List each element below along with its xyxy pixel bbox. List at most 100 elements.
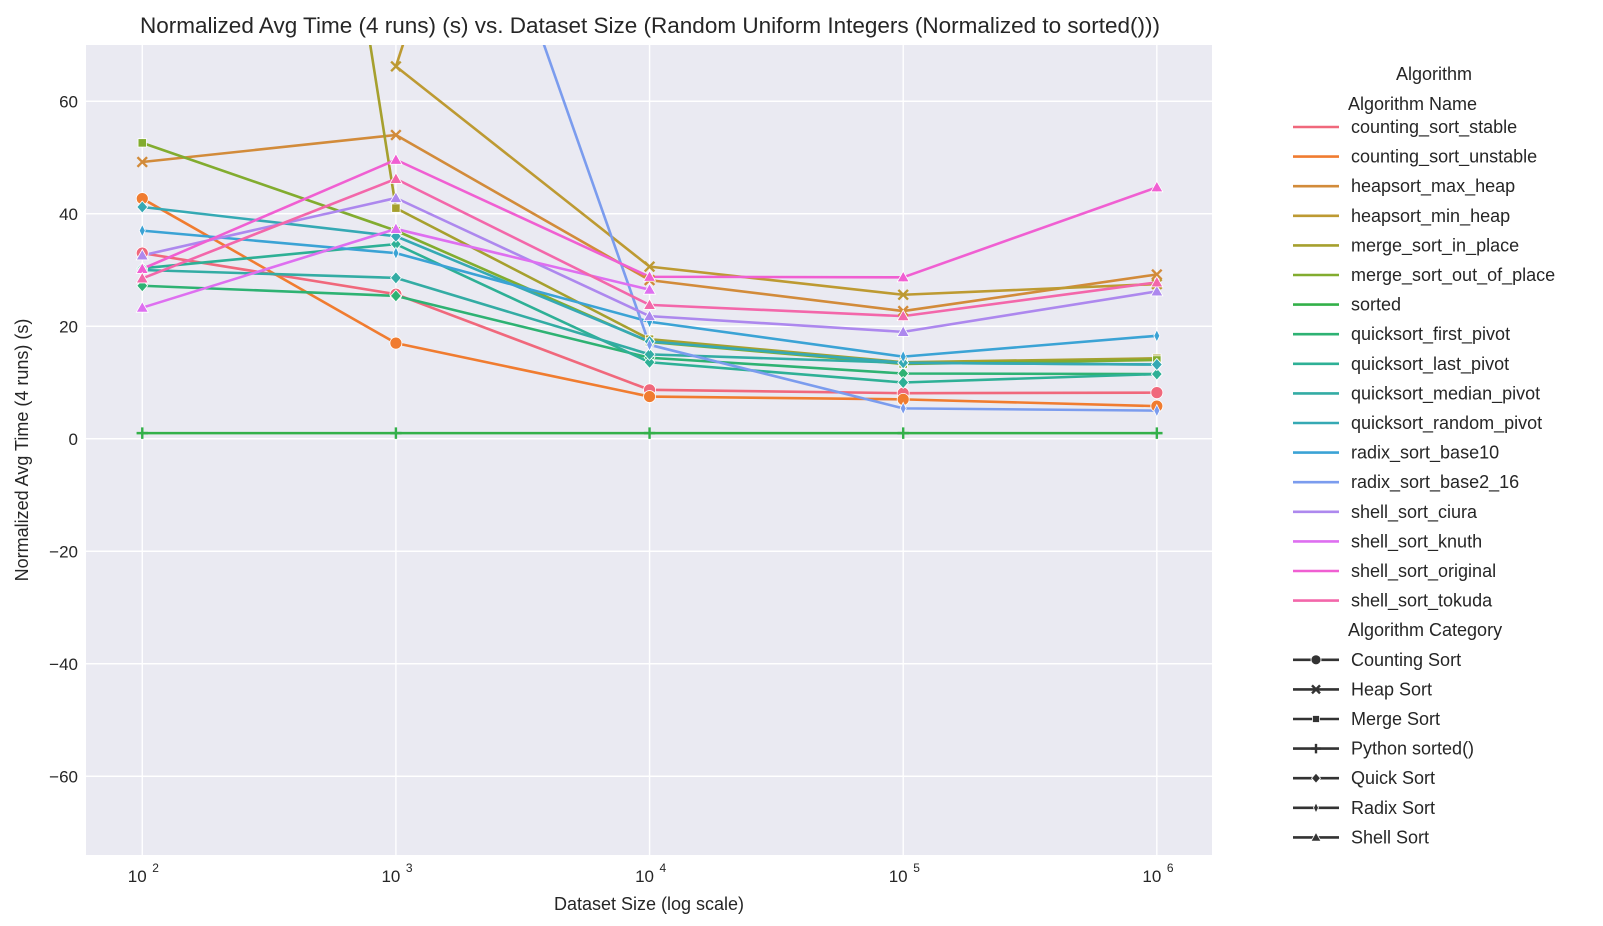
data-point-sorted	[1151, 427, 1163, 439]
data-point-radix-sort-base10	[1153, 328, 1161, 343]
legend: Algorithm Algorithm Name counting_sort_s…	[1293, 64, 1555, 847]
x-tick-label: 10	[1142, 867, 1161, 886]
data-point-shell-sort-ciura	[896, 325, 910, 337]
data-point-radix-sort-base10	[899, 349, 907, 364]
legend-style-title: Algorithm Category	[1348, 620, 1502, 640]
series-markers	[135, 60, 1164, 439]
legend-label-shell-sort-original: shell_sort_original	[1351, 561, 1496, 582]
legend-label-merge-sort-out-of-place: merge_sort_out_of_place	[1351, 265, 1555, 286]
x-tick-exponent: 5	[913, 861, 920, 875]
x-tick-exponent: 3	[406, 861, 413, 875]
data-point-heapsort-min-heap	[897, 289, 909, 301]
legend-label-quicksort-first-pivot: quicksort_first_pivot	[1351, 324, 1510, 345]
data-point-quicksort-median-pivot	[643, 347, 656, 361]
legend-label-heapsort-min-heap: heapsort_min_heap	[1351, 206, 1510, 227]
legend-style-marker-shell-sort	[1310, 831, 1322, 842]
legend-label-counting-sort-unstable: counting_sort_unstable	[1351, 147, 1537, 168]
data-point-shell-sort-tokuda	[896, 309, 910, 322]
data-point-sorted	[390, 427, 402, 439]
data-point-shell-sort-tokuda	[389, 172, 403, 184]
data-point-quicksort-last-pivot	[897, 375, 910, 390]
data-point-shell-sort-knuth	[135, 300, 149, 313]
data-point-shell-sort-ciura	[1150, 284, 1164, 297]
data-point-shell-sort-tokuda	[135, 271, 149, 284]
y-tick-label: 0	[69, 430, 78, 449]
data-point-merge-sort-out-of-place	[137, 138, 147, 148]
data-point-quicksort-random-pivot	[1150, 357, 1163, 372]
legend-label-heapsort-max-heap: heapsort_max_heap	[1351, 176, 1515, 197]
legend-style-label-merge-sort: Merge Sort	[1351, 709, 1440, 729]
data-point-radix-sort-base10	[138, 223, 146, 238]
data-point-radix-sort-base2-16	[646, 337, 654, 352]
data-point-shell-sort-ciura	[389, 191, 403, 203]
data-point-heapsort-max-heap	[136, 156, 148, 168]
legend-label-shell-sort-knuth: shell_sort_knuth	[1351, 531, 1482, 552]
data-point-radix-sort-base2-16	[1153, 403, 1161, 418]
data-point-radix-sort-base10	[392, 246, 400, 261]
data-point-shell-sort-original	[1150, 180, 1164, 193]
data-point-sorted	[136, 427, 148, 439]
x-tick-label: 10	[635, 867, 654, 886]
series-line-radix-sort-base2-16	[542, 45, 1157, 412]
data-point-heapsort-min-heap	[390, 60, 402, 73]
legend-style-marker-counting-sort	[1310, 654, 1322, 666]
data-point-merge-sort-in-place	[391, 203, 401, 213]
y-tick-label: −40	[49, 655, 78, 674]
x-tick-exponent: 2	[152, 861, 159, 875]
x-tick-label: 10	[128, 867, 147, 886]
y-tick-label: 20	[59, 317, 78, 336]
data-point-counting-sort-unstable	[389, 336, 403, 350]
legend-label-shell-sort-tokuda: shell_sort_tokuda	[1351, 591, 1493, 612]
data-point-quicksort-first-pivot	[389, 289, 402, 303]
legend-label-quicksort-random-pivot: quicksort_random_pivot	[1351, 413, 1542, 434]
data-point-shell-sort-ciura	[135, 248, 149, 261]
data-point-counting-sort-stable	[1150, 386, 1164, 400]
x-tick-exponent: 6	[1167, 861, 1174, 875]
data-point-heapsort-max-heap	[1151, 268, 1163, 281]
data-point-counting-sort-unstable	[643, 390, 656, 403]
legend-style-entries: Counting Sort Heap Sort Merge Sort Python s…	[1293, 650, 1474, 847]
legend-label-merge-sort-in-place: merge_sort_in_place	[1351, 235, 1519, 256]
legend-hue-entries: counting_sort_stable counting_sort_unstab…	[1293, 117, 1555, 612]
y-axis-ticks: 60 40 20 0 −20 −40 −60	[49, 92, 78, 786]
y-axis-label: Normalized Avg Time (4 runs) (s)	[12, 319, 32, 582]
legend-label-sorted: sorted	[1351, 295, 1401, 315]
data-point-radix-sort-base2-16	[899, 401, 907, 416]
x-tick-label: 10	[381, 867, 400, 886]
y-tick-label: −60	[49, 767, 78, 786]
data-point-shell-sort-ciura	[642, 309, 657, 322]
legend-hue-title: Algorithm Name	[1348, 94, 1477, 114]
data-point-quicksort-last-pivot	[1150, 367, 1163, 381]
data-point-quicksort-last-pivot	[643, 355, 656, 369]
data-point-shell-sort-original	[389, 152, 403, 165]
legend-style-marker-python-sorted	[1311, 743, 1321, 754]
legend-style-label-counting-sort: Counting Sort	[1351, 650, 1461, 670]
legend-style-label-heap-sort: Heap Sort	[1351, 679, 1432, 699]
x-tick-label: 10	[889, 867, 908, 886]
chart-title: Normalized Avg Time (4 runs) (s) vs. Dat…	[140, 13, 1160, 38]
x-axis-ticks: 10 2 10 3 10 4 10 5 10 6	[128, 861, 1174, 886]
legend-style-marker-radix-sort	[1313, 801, 1319, 814]
y-tick-label: 40	[59, 205, 78, 224]
legend-style-marker-merge-sort	[1312, 715, 1320, 723]
data-point-shell-sort-tokuda	[642, 298, 657, 310]
x-axis-label: Dataset Size (log scale)	[554, 894, 744, 914]
legend-label-quicksort-median-pivot: quicksort_median_pivot	[1351, 383, 1540, 404]
legend-title: Algorithm	[1396, 64, 1472, 84]
data-point-heapsort-min-heap	[643, 260, 656, 273]
legend-style-marker-heap-sort	[1311, 684, 1321, 695]
data-point-quicksort-random-pivot	[136, 200, 149, 214]
x-tick-exponent: 4	[660, 861, 667, 875]
data-point-shell-sort-knuth	[389, 222, 403, 234]
legend-label-counting-sort-stable: counting_sort_stable	[1351, 117, 1517, 138]
data-point-shell-sort-tokuda	[1150, 275, 1164, 288]
legend-style-label-quick-sort: Quick Sort	[1351, 768, 1435, 788]
data-point-heapsort-max-heap	[390, 129, 402, 141]
legend-label-radix-sort-base2-16: radix_sort_base2_16	[1351, 472, 1519, 493]
legend-label-quicksort-last-pivot: quicksort_last_pivot	[1351, 354, 1509, 375]
legend-style-label-python-sorted: Python sorted()	[1351, 739, 1474, 759]
legend-style-label-shell-sort: Shell Sort	[1351, 827, 1429, 847]
data-point-shell-sort-original	[896, 270, 910, 283]
y-tick-label: 60	[59, 92, 78, 111]
